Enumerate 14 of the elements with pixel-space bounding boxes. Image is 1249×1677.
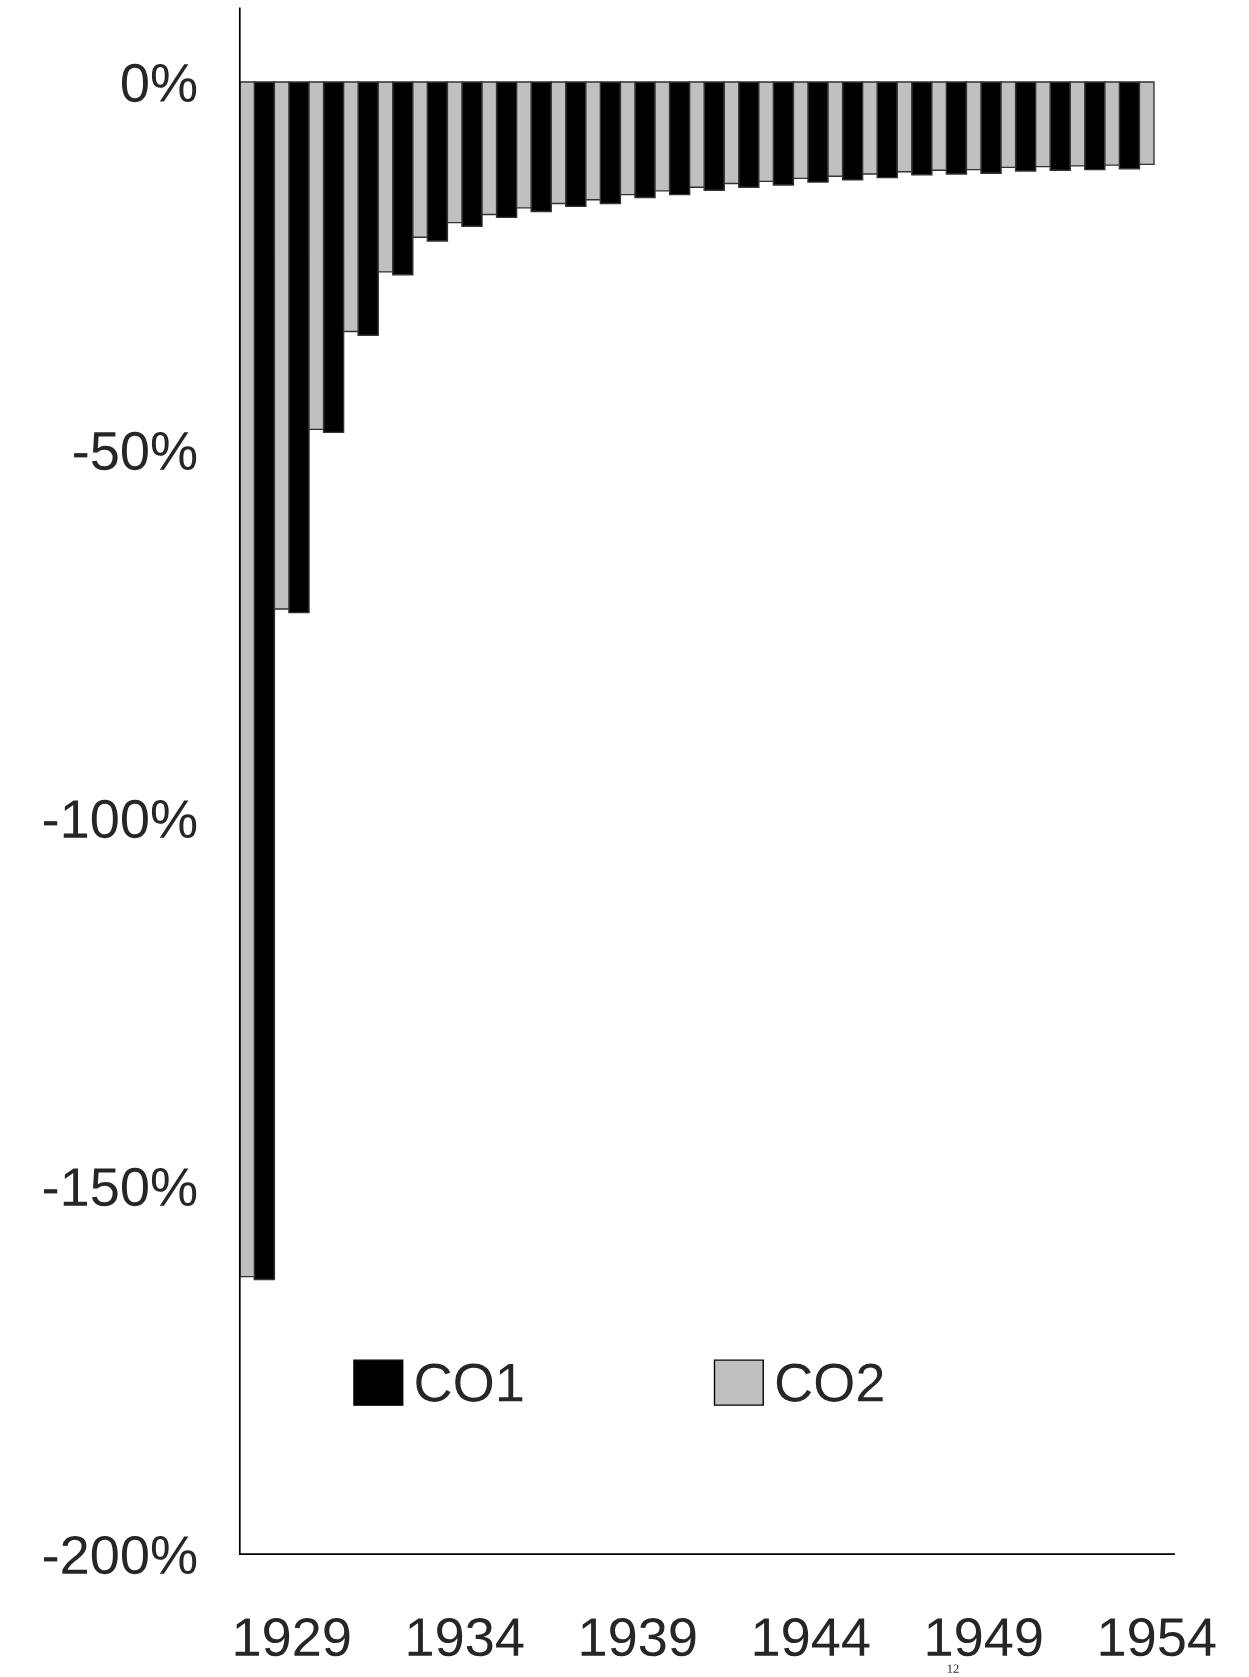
text: 12 [947,1664,959,1673]
y-tick-label: -150% [43,1167,197,1207]
legend-label: CO1 [416,1363,523,1402]
x-tick-label: 1934 [408,1618,524,1657]
x-tick-label: 1939 [581,1618,696,1657]
legend-label: CO2 [776,1363,883,1402]
x-tick-label: 1949 [927,1618,1042,1657]
y-tick-label: -50% [74,431,197,471]
y-tick-label: -200% [43,1535,197,1575]
x-tick-label: 1944 [754,1618,870,1657]
x-tick-label: 1954 [1100,1618,1216,1657]
y-tick-label: 0% [121,63,197,103]
x-tick-label: 1929 [235,1618,350,1657]
y-tick-label: -100% [43,799,197,839]
